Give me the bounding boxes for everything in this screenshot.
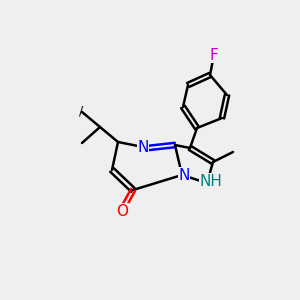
Text: N: N xyxy=(178,167,190,182)
Text: /: / xyxy=(79,104,83,118)
Text: N: N xyxy=(137,140,149,155)
Text: NH: NH xyxy=(200,173,222,188)
Text: O: O xyxy=(116,203,128,218)
Text: F: F xyxy=(210,47,218,62)
